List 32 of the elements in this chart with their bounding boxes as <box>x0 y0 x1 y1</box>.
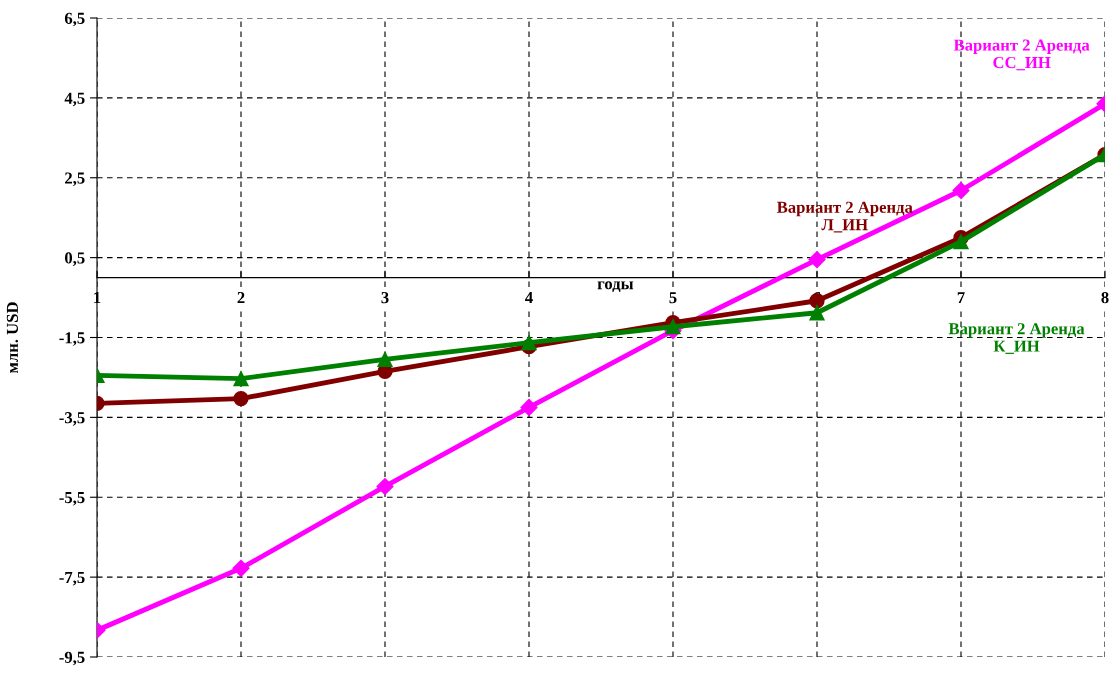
y-tick-label: 6,5 <box>64 12 85 27</box>
y-tick-label: -5,5 <box>59 492 85 506</box>
x-tick-label: 2 <box>237 292 245 304</box>
point <box>952 181 970 200</box>
text: Вариант 2 Аренда К_ИН <box>948 323 1085 354</box>
series-label: Вариант 2 Аренда СС_ИН <box>953 39 1090 71</box>
point <box>953 234 969 250</box>
y-tick-label: -9,5 <box>59 651 85 666</box>
y-tick-label: 2,5 <box>65 172 85 187</box>
point <box>520 398 538 416</box>
point <box>521 335 537 351</box>
x-tick-label: 8 <box>1101 291 1109 304</box>
point <box>232 559 250 577</box>
y-tick-label: -1,5 <box>59 332 85 346</box>
y-tick-label: 4,5 <box>64 92 85 107</box>
point <box>665 319 681 335</box>
y-tick-label: -3,5 <box>59 412 85 426</box>
x-tick-label: 4 <box>525 292 533 304</box>
point <box>809 305 825 321</box>
x-axis-title: годы <box>597 281 634 293</box>
y-axis-title: млн. USD <box>6 302 19 374</box>
y-tick-label: 0,5 <box>65 252 85 266</box>
y-tick-label: -7,5 <box>59 571 85 586</box>
point <box>233 390 249 407</box>
series-label: Вариант 2 Аренда Л_ИН <box>776 201 913 233</box>
x-tick-label: 7 <box>957 292 965 304</box>
x-tick-label: 3 <box>381 292 389 304</box>
point <box>233 370 249 387</box>
point <box>808 251 826 269</box>
point <box>377 351 393 368</box>
point <box>376 477 394 496</box>
x-tick-label: 5 <box>669 292 677 304</box>
